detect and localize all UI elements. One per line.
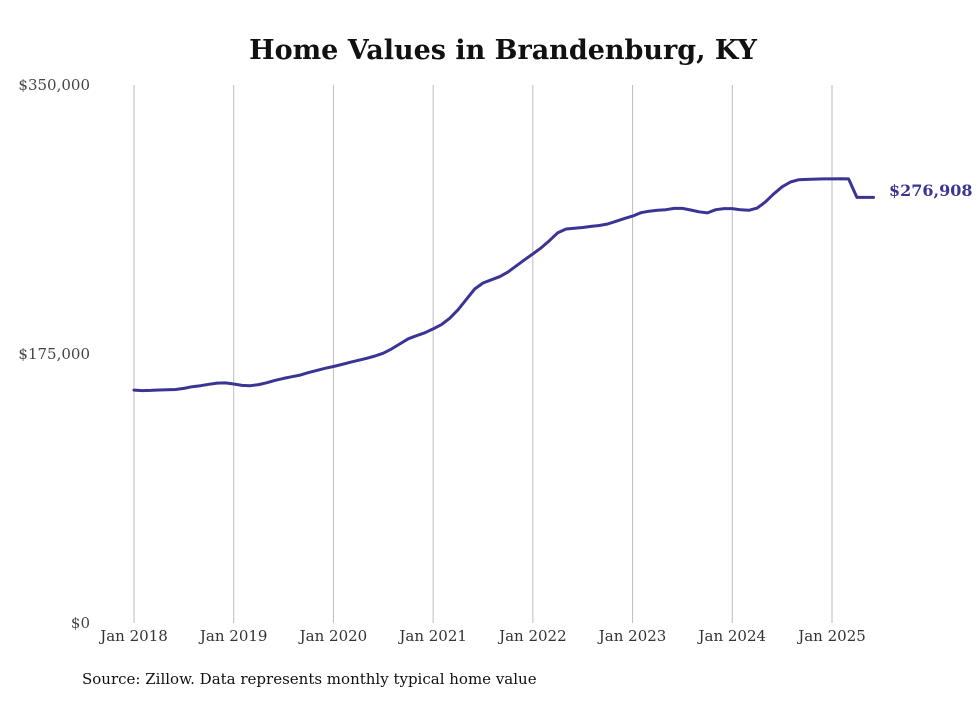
x-tick-label: Jan 2023 bbox=[597, 627, 667, 645]
x-tick-label: Jan 2019 bbox=[198, 627, 268, 645]
y-axis-ticks: $0 $175,000 $350,000 bbox=[18, 76, 90, 632]
source-note: Source: Zillow. Data represents monthly … bbox=[82, 670, 537, 688]
end-value-label: $276,908 bbox=[889, 181, 973, 200]
x-tick-label: Jan 2025 bbox=[796, 627, 866, 645]
series-line bbox=[132, 177, 875, 393]
x-tick-label: Jan 2020 bbox=[298, 627, 368, 645]
y-tick-label: $0 bbox=[71, 614, 90, 632]
chart-title: Home Values in Brandenburg, KY bbox=[249, 35, 758, 66]
series-group bbox=[132, 177, 875, 393]
x-axis-ticks: Jan 2018 Jan 2019 Jan 2020 Jan 2021 Jan 2022… bbox=[98, 627, 866, 645]
y-tick-label: $175,000 bbox=[18, 345, 90, 363]
x-tick-label: Jan 2022 bbox=[497, 627, 567, 645]
x-tick-label: Jan 2021 bbox=[397, 627, 467, 645]
x-tick-label: Jan 2018 bbox=[98, 627, 168, 645]
grid-lines bbox=[133, 85, 833, 623]
y-tick-label: $350,000 bbox=[18, 76, 90, 94]
x-tick-label: Jan 2024 bbox=[697, 627, 767, 645]
